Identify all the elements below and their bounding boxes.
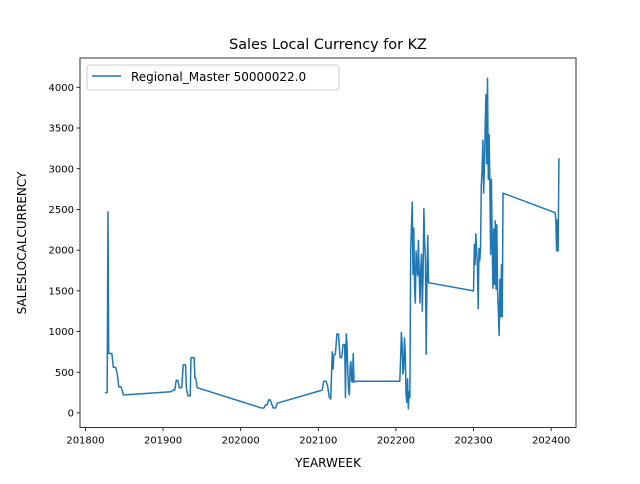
series-layer [104,77,560,410]
legend-box [86,64,340,91]
y-tick-label: 3000 [49,164,74,175]
y-axis: 0 500 1000 1500 2000 2500 3000 3500 4000 [49,83,80,420]
x-tick-label: 202400 [532,436,570,447]
x-tick-label: 202000 [222,436,260,447]
x-tick-label: 202200 [377,436,415,447]
x-axis-label: YEARWEEK [294,456,362,470]
x-tick-label: 201800 [66,436,104,447]
series-line [104,77,560,410]
y-tick-label: 1500 [49,286,74,297]
legend: Regional_Master 50000022.0 [86,64,340,91]
y-tick-label: 500 [55,368,74,379]
chart-title: Sales Local Currency for KZ [229,37,427,53]
y-axis-label: SALESLOCALCURRENCY [15,171,29,314]
legend-series-label: Regional_Master 50000022.0 [131,70,306,84]
plot-area: 201800 201900 202000 202100 202200 202300 2024… [49,57,577,447]
y-tick-label: 1000 [49,327,74,338]
x-tick-label: 202100 [299,436,337,447]
x-tick-label: 201900 [144,436,182,447]
x-axis: 201800 201900 202000 202100 202200 202300 2024… [66,427,570,447]
y-tick-label: 2500 [49,205,74,216]
y-tick-label: 4000 [49,83,74,94]
y-tick-label: 2000 [49,246,74,257]
y-tick-label: 3500 [49,124,74,135]
y-tick-label: 0 [68,409,74,420]
x-tick-label: 202300 [454,436,492,447]
plot-frame [79,57,577,429]
